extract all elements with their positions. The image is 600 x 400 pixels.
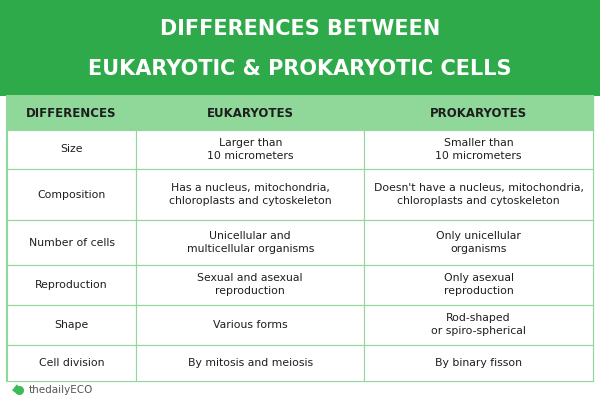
Text: Number of cells: Number of cells (29, 238, 115, 248)
FancyBboxPatch shape (364, 345, 593, 381)
FancyBboxPatch shape (7, 265, 136, 305)
Text: Cell division: Cell division (39, 358, 104, 368)
FancyBboxPatch shape (136, 96, 364, 130)
Text: Smaller than
10 micrometers: Smaller than 10 micrometers (436, 138, 522, 161)
Polygon shape (12, 384, 23, 394)
FancyBboxPatch shape (7, 305, 136, 345)
FancyBboxPatch shape (364, 130, 593, 169)
Text: Various forms: Various forms (213, 320, 287, 330)
Text: Composition: Composition (37, 190, 106, 200)
FancyBboxPatch shape (364, 265, 593, 305)
FancyBboxPatch shape (136, 345, 364, 381)
Text: By mitosis and meiosis: By mitosis and meiosis (188, 358, 313, 368)
Text: Has a nucleus, mitochondria,
chloroplasts and cytoskeleton: Has a nucleus, mitochondria, chloroplast… (169, 183, 332, 206)
FancyBboxPatch shape (364, 169, 593, 220)
Text: EUKARYOTIC & PROKARYOTIC CELLS: EUKARYOTIC & PROKARYOTIC CELLS (88, 59, 512, 79)
Text: Shape: Shape (55, 320, 89, 330)
Text: EUKARYOTES: EUKARYOTES (207, 106, 294, 120)
FancyBboxPatch shape (0, 0, 600, 96)
FancyBboxPatch shape (136, 130, 364, 169)
Text: Reproduction: Reproduction (35, 280, 108, 290)
FancyBboxPatch shape (7, 96, 136, 130)
FancyBboxPatch shape (136, 220, 364, 265)
Text: By binary fisson: By binary fisson (435, 358, 522, 368)
Text: Doesn't have a nucleus, mitochondria,
chloroplasts and cytoskeleton: Doesn't have a nucleus, mitochondria, ch… (374, 183, 584, 206)
Text: DIFFERENCES: DIFFERENCES (26, 106, 117, 120)
FancyBboxPatch shape (364, 305, 593, 345)
Text: Only asexual
reproduction: Only asexual reproduction (443, 273, 514, 296)
Text: thedailyECO: thedailyECO (29, 386, 93, 395)
Text: Larger than
10 micrometers: Larger than 10 micrometers (207, 138, 293, 161)
FancyBboxPatch shape (136, 305, 364, 345)
Text: Only unicellular
organisms: Only unicellular organisms (436, 231, 521, 254)
FancyBboxPatch shape (136, 169, 364, 220)
Text: Rod-shaped
or spiro-spherical: Rod-shaped or spiro-spherical (431, 313, 526, 336)
Text: Sexual and asexual
reproduction: Sexual and asexual reproduction (197, 273, 303, 296)
FancyBboxPatch shape (7, 96, 593, 381)
FancyBboxPatch shape (7, 169, 136, 220)
Text: PROKARYOTES: PROKARYOTES (430, 106, 527, 120)
FancyBboxPatch shape (364, 220, 593, 265)
Text: DIFFERENCES BETWEEN: DIFFERENCES BETWEEN (160, 19, 440, 39)
FancyBboxPatch shape (7, 345, 136, 381)
FancyBboxPatch shape (7, 220, 136, 265)
FancyBboxPatch shape (364, 96, 593, 130)
FancyBboxPatch shape (136, 265, 364, 305)
FancyBboxPatch shape (7, 130, 136, 169)
Text: Unicellular and
multicellular organisms: Unicellular and multicellular organisms (187, 231, 314, 254)
Text: Size: Size (61, 144, 83, 154)
